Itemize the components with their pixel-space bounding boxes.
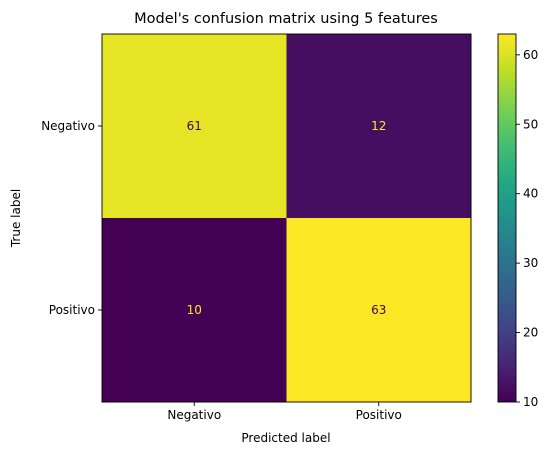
matrix-cell <box>286 34 472 219</box>
matrix-cell <box>102 34 287 219</box>
colorbar-tick-label: 50 <box>523 117 538 131</box>
matrix-cell-value: 61 <box>187 119 202 133</box>
colorbar-tick-label: 60 <box>523 48 538 62</box>
y-tick-label: Negativo <box>41 119 95 133</box>
matrix-cell-value: 10 <box>187 303 202 317</box>
colorbar-tick-label: 10 <box>523 395 538 409</box>
chart-title: Model's confusion matrix using 5 feature… <box>134 11 438 27</box>
colorbar-ticks: 10 20 30 40 50 60 <box>516 48 538 409</box>
colorbar-frame <box>497 33 517 403</box>
x-axis-label: Predicted label <box>241 431 330 445</box>
x-tick-label: Negativo <box>167 408 221 422</box>
matrix-cell-value: 63 <box>371 303 386 317</box>
colorbar-tick-label: 30 <box>523 256 538 270</box>
colorbar-tick-label: 20 <box>523 326 538 340</box>
y-tick-label: Positivo <box>49 303 95 317</box>
colorbar <box>498 34 516 402</box>
matrix-cell <box>286 218 472 403</box>
matrix-frame <box>101 33 472 403</box>
matrix-cells <box>102 34 472 403</box>
matrix-cell <box>102 218 287 403</box>
y-axis-ticks: Negativo Positivo <box>41 119 102 317</box>
matrix-cell-value: 12 <box>371 119 386 133</box>
x-axis-ticks: Negativo Positivo <box>167 402 402 422</box>
x-tick-label: Positivo <box>356 408 402 422</box>
y-axis-label: True label <box>9 189 23 248</box>
matrix-cell-labels: 61 12 10 63 <box>187 119 387 317</box>
colorbar-tick-label: 40 <box>523 187 538 201</box>
